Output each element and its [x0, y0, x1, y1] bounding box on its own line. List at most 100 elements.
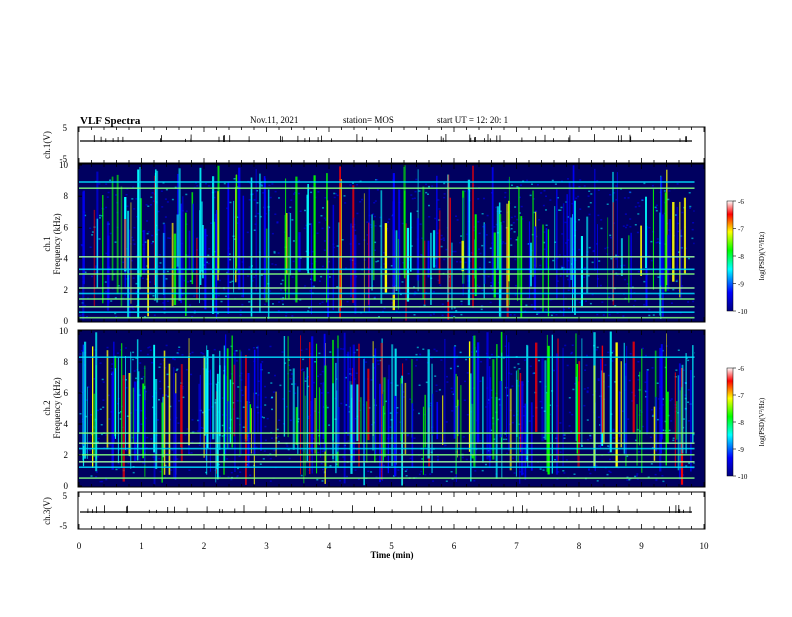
spectrogram-noise — [440, 238, 443, 241]
spectrogram-noise — [191, 441, 194, 443]
spectrogram-ytick-label: 0 — [64, 481, 69, 491]
spectrogram-streak — [306, 367, 309, 462]
spectrogram-noise — [518, 212, 521, 214]
spectrogram-noise — [578, 248, 581, 251]
spectrogram-noise — [677, 289, 680, 292]
spectrogram-streak — [336, 348, 339, 452]
spectrogram-noise — [532, 372, 534, 375]
spectrogram-streak — [624, 363, 627, 457]
spectrogram-streak — [432, 393, 434, 436]
spectrogram-noise — [125, 278, 128, 280]
spectrogram-streak — [203, 355, 205, 458]
spectrogram-noise — [647, 476, 650, 478]
spectrogram-noise — [314, 361, 317, 363]
spectrogram-noise — [317, 375, 319, 377]
spectrogram-noise — [102, 399, 105, 401]
spectrogram-noise — [533, 211, 536, 214]
spectrogram-streak — [672, 202, 675, 282]
spectrogram-noise — [292, 240, 295, 242]
spectrogram-noise — [218, 463, 220, 466]
spectrogram-noise — [441, 314, 444, 317]
spectrogram-noise — [277, 252, 280, 254]
spectrogram-noise — [657, 241, 660, 243]
spectrogram-noise — [596, 180, 599, 182]
spectrogram-noise — [91, 275, 93, 278]
spectrogram-band — [79, 454, 695, 456]
spectrogram-noise — [272, 391, 275, 393]
spectrogram-streak — [683, 197, 686, 274]
spectrogram-noise — [241, 303, 244, 306]
spectrogram-noise — [142, 376, 145, 378]
spectrogram-noise — [499, 210, 502, 213]
spectrogram-noise — [628, 191, 631, 193]
spectrogram-noise — [687, 401, 690, 403]
spectrogram-noise — [383, 252, 385, 254]
spectrogram-noise — [586, 387, 589, 389]
spectrogram-streak — [178, 168, 181, 301]
spectrogram-streak — [387, 379, 389, 474]
spectrogram-streak — [468, 341, 471, 452]
spectrogram-noise — [147, 231, 150, 233]
spectrogram-noise — [597, 378, 600, 380]
spectrogram-noise — [661, 398, 664, 400]
spectrogram-streak — [526, 344, 529, 461]
spectrogram-noise — [373, 355, 376, 357]
spectrogram-noise — [293, 193, 295, 195]
spectrogram-noise — [600, 227, 603, 230]
colorbar-tick-label: -9 — [738, 281, 744, 289]
spectrogram-noise — [480, 308, 483, 311]
spectrogram-noise — [608, 296, 611, 299]
spectrogram-noise — [217, 294, 220, 297]
spectrogram-noise — [514, 215, 517, 218]
ch3-ytick-bottom: -5 — [60, 521, 68, 531]
spectrogram-noise — [114, 241, 117, 243]
spectrogram-streak — [431, 363, 433, 474]
spectrogram-noise — [504, 242, 507, 245]
spectrogram-streak — [95, 332, 98, 472]
spectrogram-noise — [489, 247, 492, 249]
spectrogram-noise — [158, 457, 161, 460]
spectrogram-streak — [82, 190, 85, 285]
spectrogram-streak — [122, 375, 125, 482]
spectrogram-band — [79, 311, 695, 313]
spectrogram-noise — [487, 275, 490, 278]
spectrogram-noise — [162, 182, 165, 184]
spectrogram-streak — [284, 214, 287, 291]
spectrogram-noise — [523, 405, 526, 408]
spectrogram-streak — [173, 367, 175, 479]
spectrogram-noise — [643, 280, 646, 283]
spectrogram-streak — [678, 363, 681, 480]
spectrogram-noise — [514, 258, 517, 261]
spectrogram-band — [79, 268, 695, 271]
spectrogram-noise — [208, 409, 211, 411]
spectrogram-noise — [149, 349, 152, 351]
spectrogram-noise — [166, 300, 169, 302]
spectrogram-noise — [280, 283, 283, 285]
spectrogram-noise — [626, 224, 629, 226]
spectrogram-noise — [236, 216, 239, 218]
spectrogram-noise — [130, 259, 133, 262]
spectrogram-noise — [241, 394, 244, 396]
spectrogram-streak — [572, 214, 574, 312]
spectrogram-noise — [173, 358, 176, 361]
spectrogram-noise — [606, 203, 609, 205]
spectrogram-noise — [637, 361, 640, 363]
spectrogram-noise — [359, 409, 362, 411]
spectrogram-nodata — [694, 331, 704, 486]
spectrogram-noise — [320, 392, 323, 394]
spectrogram-streak — [576, 364, 578, 454]
spectrogram-noise — [556, 280, 559, 282]
spectrogram-noise — [321, 227, 324, 230]
spectrogram-noise — [589, 434, 592, 437]
spectrogram-band — [79, 356, 695, 358]
spectrogram-noise — [438, 208, 441, 210]
spectrogram-noise — [345, 441, 348, 444]
spectrogram-noise — [599, 284, 602, 287]
spectrogram-streak — [620, 361, 622, 448]
spectrogram-noise — [321, 480, 324, 482]
spectrogram-noise — [189, 304, 192, 306]
spectrogram-streak — [255, 169, 257, 292]
spectrogram-noise — [443, 182, 446, 185]
spectrogram-noise — [278, 301, 281, 303]
spectrogram-noise — [117, 467, 120, 469]
